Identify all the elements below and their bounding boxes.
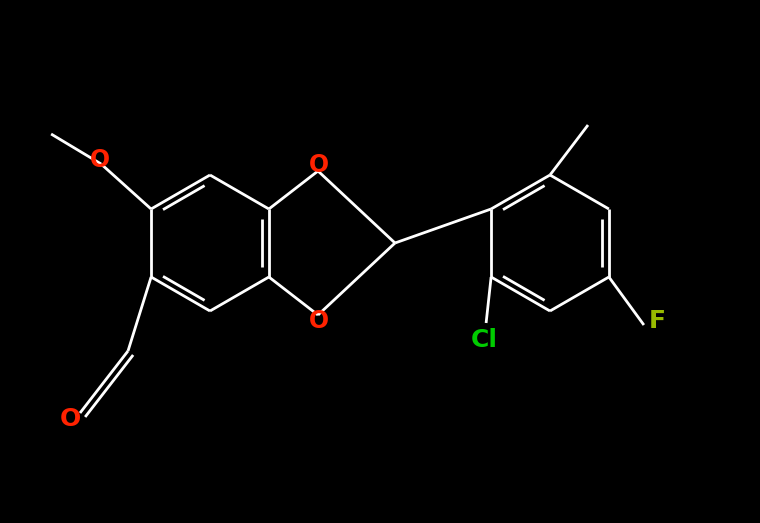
Text: O: O [309,309,329,333]
Text: O: O [90,148,110,172]
Text: O: O [59,407,81,431]
Text: Cl: Cl [470,328,498,352]
Text: F: F [648,309,666,333]
Text: O: O [309,153,329,177]
